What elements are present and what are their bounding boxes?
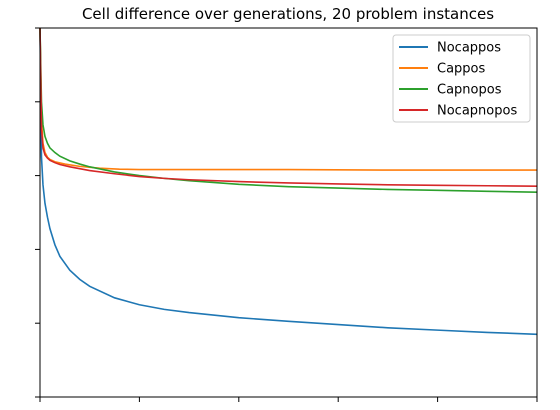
- axis-ticks: [35, 27, 538, 402]
- legend-label-capnopos: Capnopos: [437, 83, 502, 98]
- series-line-nocapnopos: [39, 27, 538, 188]
- legend-label-nocappos: Nocappos: [437, 41, 501, 56]
- series-line-cappos: [39, 27, 537, 171]
- chart-title: Cell difference over generations, 20 pro…: [82, 5, 494, 23]
- legend-box: [392, 34, 531, 123]
- plot-frame: [39, 27, 538, 398]
- series-line-nocappos: [39, 27, 538, 336]
- legend-label-cappos: Cappos: [437, 62, 486, 77]
- legend-label-nocapnopos: Nocapnopos: [437, 104, 517, 119]
- series-line-capnopos: [39, 27, 538, 194]
- plot-lines: [39, 27, 538, 336]
- legend: Nocappos Cappos Capnopos Nocapnopos: [392, 34, 531, 123]
